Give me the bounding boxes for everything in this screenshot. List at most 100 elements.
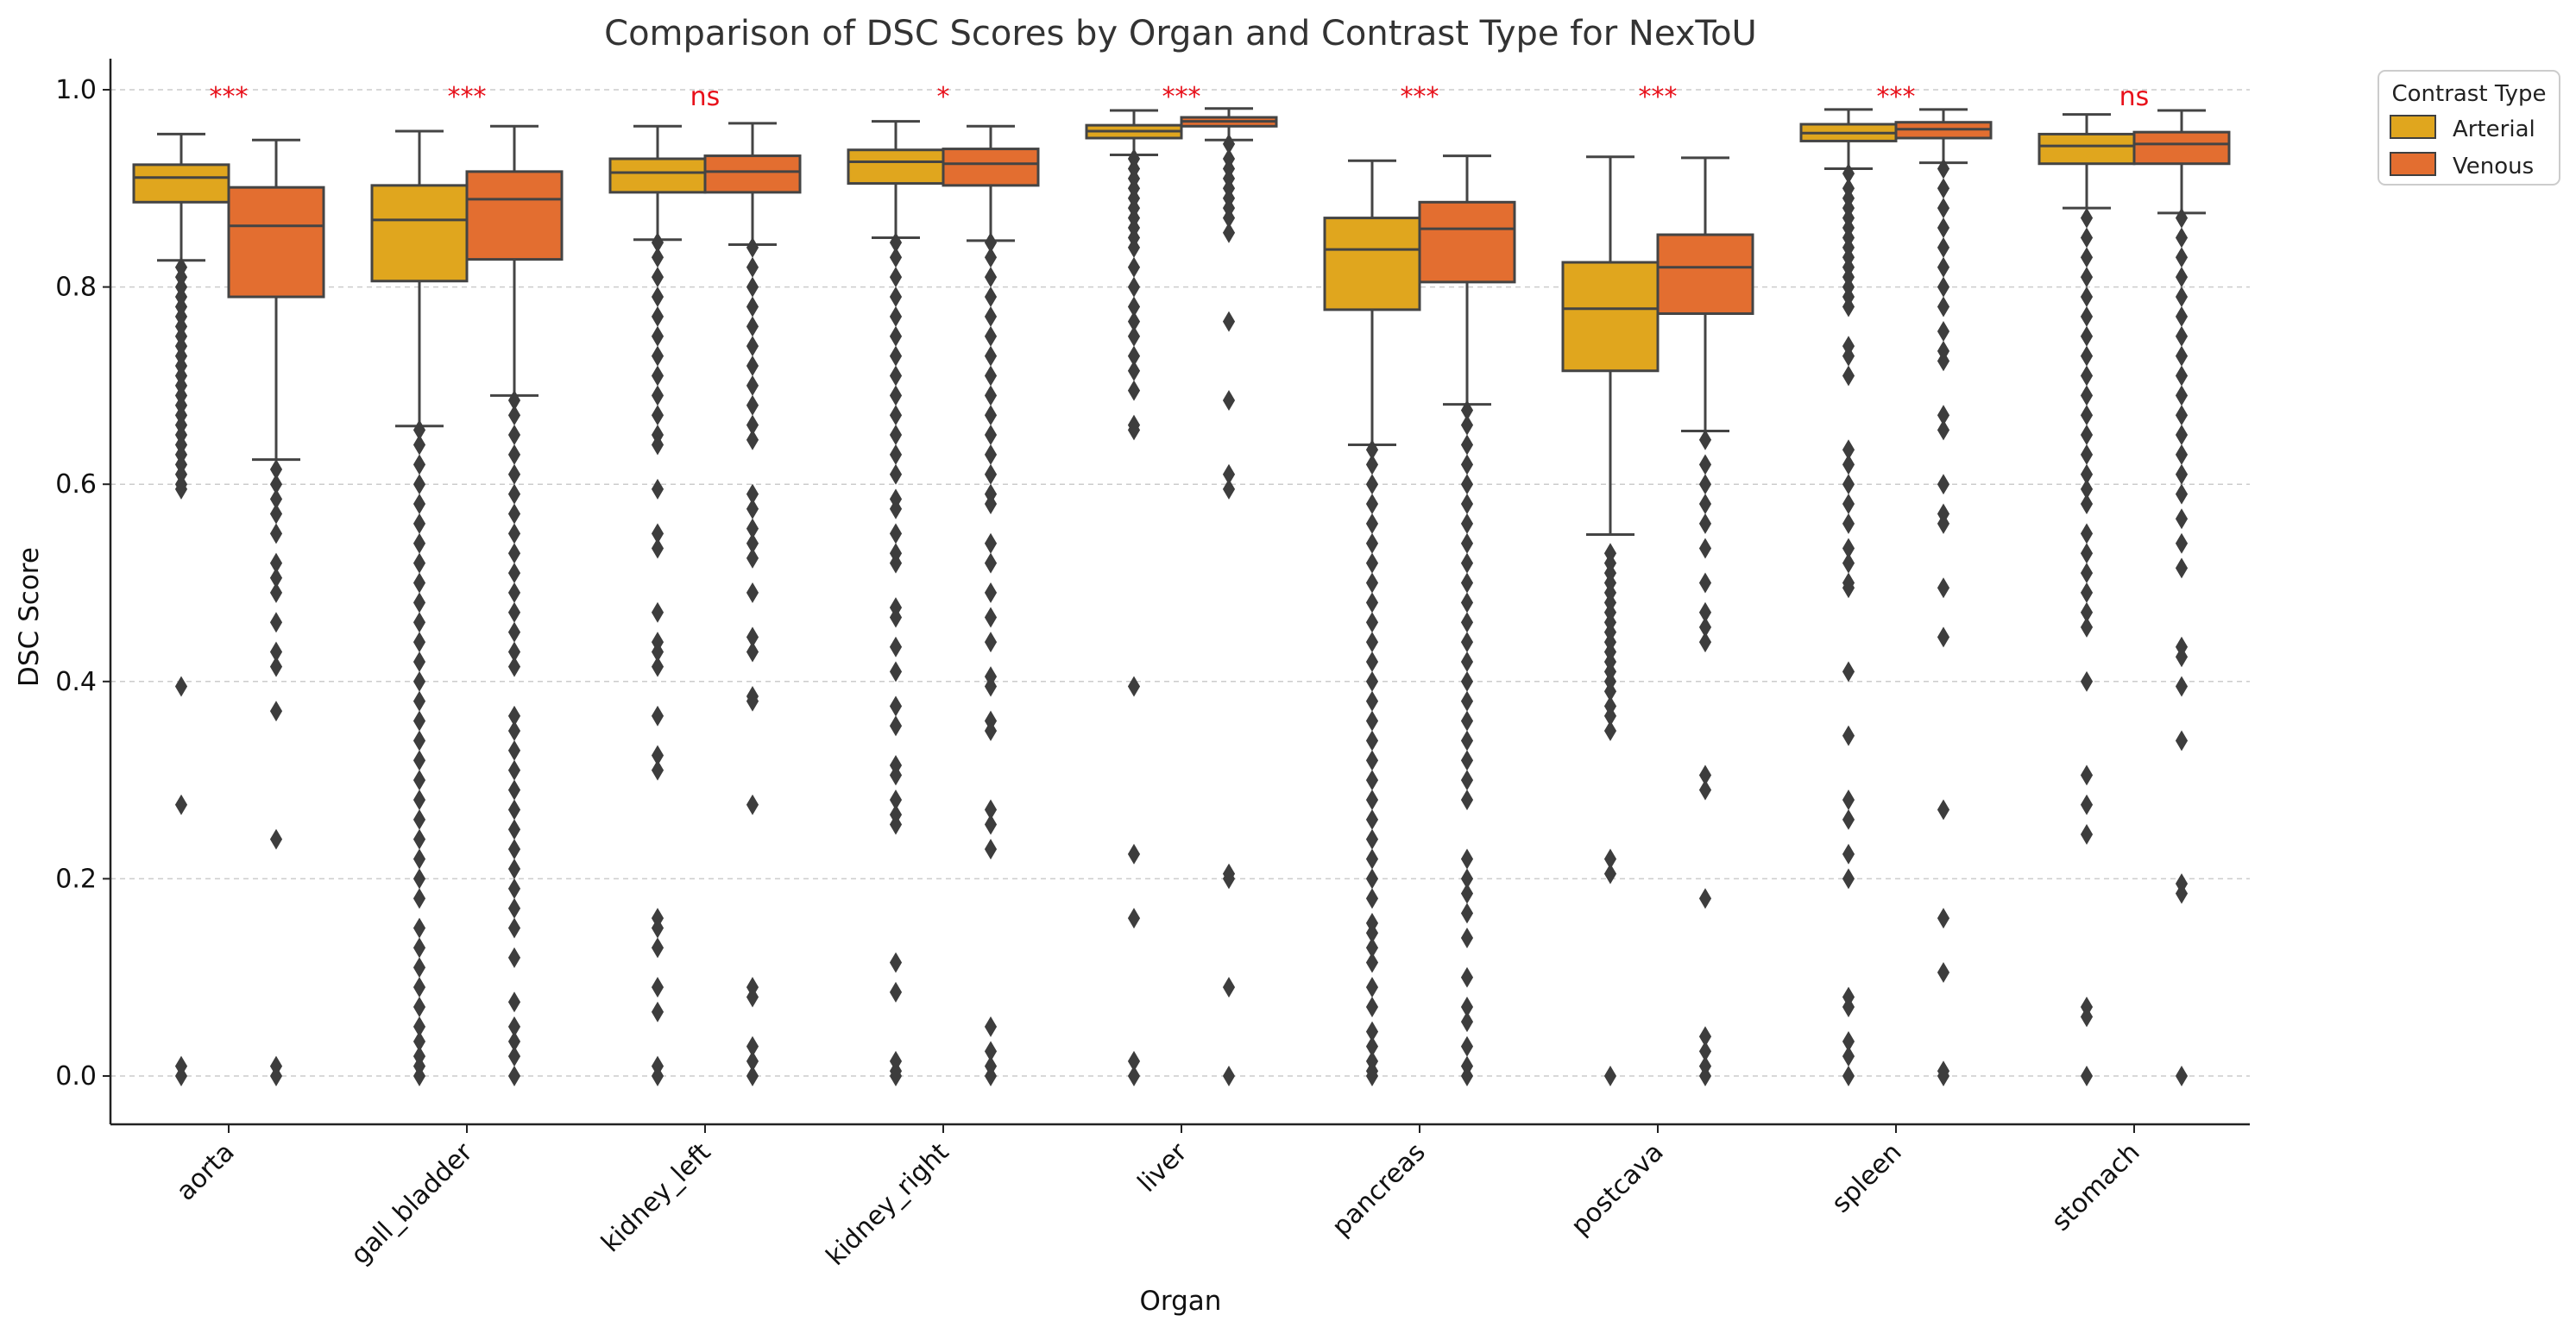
outlier-point: [652, 938, 664, 957]
outlier-point: [747, 258, 759, 277]
outlier-point: [176, 677, 187, 696]
outlier-point: [1367, 751, 1378, 770]
outlier-point: [2082, 267, 2093, 286]
box-iqr: [1563, 262, 1658, 371]
outlier-point: [747, 549, 759, 568]
x-tick-label-postcava: postcava: [1565, 1137, 1670, 1242]
outlier-point: [2176, 267, 2188, 286]
outlier-point: [414, 632, 425, 651]
outlier-point: [1462, 928, 1473, 947]
x-axis-label: Organ: [1140, 1286, 1222, 1317]
outlier-point: [652, 307, 664, 326]
y-tick-label-0.8: 0.8: [55, 273, 97, 303]
outlier-point: [1462, 534, 1473, 553]
outlier-point: [2082, 672, 2093, 691]
box-iqr: [943, 149, 1038, 186]
outlier-point: [1462, 903, 1473, 922]
outlier-point: [2082, 618, 2093, 637]
outlier-point: [1700, 538, 1711, 557]
box-iqr: [229, 187, 324, 297]
box-group-spleen-arterial: [1801, 110, 1896, 1085]
outlier-point: [747, 500, 759, 519]
outlier-point: [747, 337, 759, 356]
outlier-point: [891, 347, 902, 366]
outlier-point: [652, 366, 664, 385]
outlier-point: [509, 919, 520, 938]
outlier-point: [509, 800, 520, 819]
outlier-point: [986, 632, 997, 651]
outlier-point: [1367, 514, 1378, 533]
outlier-point: [1367, 593, 1378, 612]
legend: Contrast Type Arterial Venous: [2378, 71, 2560, 185]
outlier-point: [1367, 712, 1378, 731]
outlier-point: [414, 997, 425, 1016]
box-group-aorta-venous: [229, 140, 324, 1085]
outlier-point: [1367, 731, 1378, 750]
outlier-point: [1129, 362, 1140, 381]
outlier-point: [747, 297, 759, 316]
outlier-point: [414, 771, 425, 790]
box-iqr: [1420, 202, 1515, 282]
outlier-point: [1224, 480, 1235, 499]
outlier-point: [891, 696, 902, 715]
outlier-point: [1605, 721, 1616, 740]
outlier-point: [747, 396, 759, 415]
box-group-liver-venous: [1181, 109, 1276, 1085]
x-tick-label-spleen: spleen: [1826, 1137, 1908, 1219]
significance-label-gall_bladder: ***: [448, 82, 487, 112]
outlier-point: [1367, 534, 1378, 553]
outlier-point: [891, 662, 902, 681]
outlier-point: [1462, 731, 1473, 750]
legend-label-venous: Venous: [2453, 154, 2534, 179]
y-tick-label-0.2: 0.2: [55, 864, 97, 894]
outlier-point: [1462, 514, 1473, 533]
outlier-point: [1843, 727, 1855, 746]
outlier-point: [1462, 416, 1473, 435]
legend-title: Contrast Type: [2391, 81, 2546, 107]
outlier-point: [652, 248, 664, 267]
outlier-point: [652, 480, 664, 499]
box-group-stomach-arterial: [2039, 115, 2134, 1085]
outlier-point: [1462, 613, 1473, 632]
outlier-point: [986, 465, 997, 484]
box-iqr: [467, 172, 562, 260]
outlier-point: [2082, 524, 2093, 543]
outlier-point: [2082, 209, 2093, 228]
outlier-point: [2176, 731, 2188, 750]
outlier-point: [509, 1047, 520, 1066]
outlier-point: [1129, 677, 1140, 696]
outlier-point: [747, 431, 759, 450]
outlier-point: [891, 716, 902, 735]
box-iqr: [705, 156, 800, 192]
outlier-point: [652, 707, 664, 726]
outlier-point: [1462, 475, 1473, 494]
box-group-kidney_right-venous: [943, 126, 1038, 1085]
outlier-point: [2176, 209, 2188, 228]
y-tick-label-0.0: 0.0: [55, 1061, 97, 1092]
outlier-point: [1367, 494, 1378, 513]
outlier-point: [1843, 1067, 1855, 1085]
outlier-point: [509, 465, 520, 484]
outlier-point: [1938, 800, 1949, 819]
outlier-point: [1224, 312, 1235, 331]
outlier-point: [652, 538, 664, 557]
outlier-point: [2082, 494, 2093, 513]
outlier-point: [2082, 327, 2093, 346]
box-iqr: [610, 159, 705, 192]
outlier-point: [652, 603, 664, 622]
outlier-point: [1367, 613, 1378, 632]
outlier-point: [1843, 845, 1855, 864]
outlier-point: [509, 948, 520, 967]
outlier-point: [1224, 1067, 1235, 1085]
box-plots: [134, 109, 2229, 1085]
outlier-point: [747, 317, 759, 336]
outlier-point: [271, 504, 282, 523]
outlier-point: [509, 623, 520, 642]
outlier-point: [891, 287, 902, 306]
outlier-point: [891, 465, 902, 484]
outlier-point: [2176, 406, 2188, 425]
outlier-point: [414, 830, 425, 849]
outlier-point: [1129, 845, 1140, 864]
y-tick-label-0.4: 0.4: [55, 667, 97, 697]
